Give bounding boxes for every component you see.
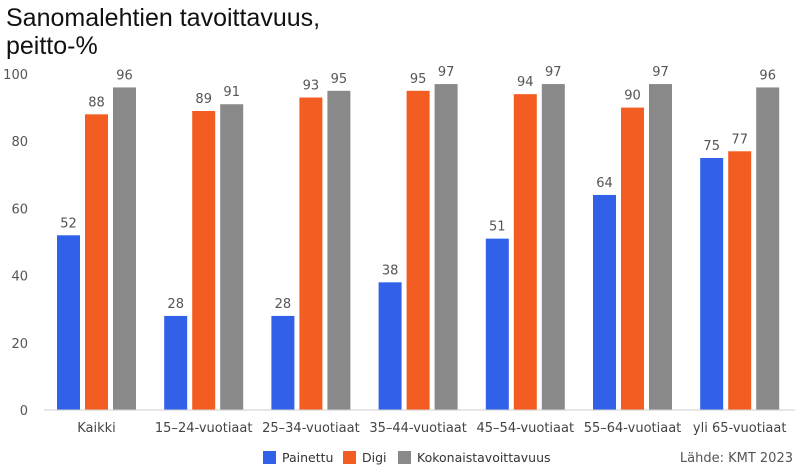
value-label: 38 xyxy=(382,263,399,278)
value-labels: 52 88 96 28 89 91 28 93 95 38 95 97 51 94 97 64 90 97 75 77… xyxy=(60,65,776,312)
y-tick-label: 60 xyxy=(11,202,28,217)
bar-digi-0 xyxy=(85,114,108,410)
bar-painettu-2 xyxy=(271,315,295,410)
y-tick-label: 80 xyxy=(11,135,28,150)
value-label: 96 xyxy=(759,68,776,83)
bar-digi-5 xyxy=(621,107,644,410)
value-label: 95 xyxy=(331,72,348,87)
bar-digi-1 xyxy=(192,110,216,411)
value-label: 97 xyxy=(652,65,669,80)
y-tick-label: 100 xyxy=(3,68,28,83)
legend-label: Digi xyxy=(362,450,387,465)
bar-painettu-6 xyxy=(700,158,724,410)
legend-swatch-kokonaistavoittavuus xyxy=(398,451,411,464)
value-label: 96 xyxy=(116,68,133,83)
legend-swatch-digi xyxy=(343,451,356,464)
chart-title-line-2: peitto-% xyxy=(6,32,98,60)
value-label: 64 xyxy=(596,176,613,191)
legend-label: Kokonaistavoittavuus xyxy=(417,450,551,465)
legend-swatch-painettu xyxy=(263,451,276,464)
bar-kokonaistavoittavuus-4 xyxy=(541,84,565,410)
bar-painettu-0 xyxy=(57,235,80,410)
value-label: 51 xyxy=(489,220,506,235)
legend: Painettu Digi Kokonaistavoittavuus xyxy=(263,450,551,465)
value-label: 90 xyxy=(624,89,641,104)
category-label: 15–24-vuotiaat xyxy=(155,421,253,436)
legend-label: Painettu xyxy=(282,450,333,465)
bar-kokonaistavoittavuus-6 xyxy=(756,87,780,410)
value-label: 88 xyxy=(88,95,105,110)
value-label: 75 xyxy=(703,139,720,154)
bar-digi-4 xyxy=(513,94,537,410)
bar-painettu-3 xyxy=(378,282,402,410)
value-label: 97 xyxy=(438,65,455,80)
bar-digi-3 xyxy=(406,90,430,411)
category-label: 55–64-vuotiaat xyxy=(584,421,682,436)
bar-kokonaistavoittavuus-2 xyxy=(327,90,351,411)
value-label: 95 xyxy=(410,72,427,87)
category-label: 35–44-vuotiaat xyxy=(369,421,467,436)
value-label: 89 xyxy=(195,92,212,107)
value-label: 93 xyxy=(303,79,320,94)
value-label: 77 xyxy=(731,132,748,147)
x-axis: Kaikki 15–24-vuotiaat 25–34-vuotiaat 35–44-… xyxy=(77,421,786,436)
y-axis: 0 20 40 60 80 100 xyxy=(3,68,28,419)
value-label: 94 xyxy=(517,75,534,90)
value-label: 91 xyxy=(223,85,240,100)
bar-digi-6 xyxy=(728,151,752,410)
source-note: Lähde: KMT 2023 xyxy=(680,451,793,466)
bar-painettu-1 xyxy=(164,315,188,410)
bar-kokonaistavoittavuus-3 xyxy=(434,84,458,410)
value-label: 97 xyxy=(545,65,562,80)
y-tick-label: 40 xyxy=(11,270,28,285)
category-label: Kaikki xyxy=(77,421,116,436)
bars xyxy=(57,84,780,411)
y-tick-label: 0 xyxy=(20,404,28,419)
value-label: 52 xyxy=(60,216,77,231)
category-label: 25–34-vuotiaat xyxy=(262,421,360,436)
bar-kokonaistavoittavuus-5 xyxy=(649,84,672,410)
category-label: 45–54-vuotiaat xyxy=(477,421,575,436)
value-label: 28 xyxy=(167,297,184,312)
bar-kokonaistavoittavuus-1 xyxy=(220,104,244,411)
bar-digi-2 xyxy=(299,97,323,411)
bar-painettu-4 xyxy=(485,238,509,410)
bar-painettu-5 xyxy=(593,194,616,410)
bar-kokonaistavoittavuus-0 xyxy=(113,87,136,410)
chart-title-line-1: Sanomalehtien tavoittavuus, xyxy=(6,4,320,32)
value-label: 28 xyxy=(275,297,292,312)
category-label: yli 65-vuotiaat xyxy=(693,421,787,436)
y-tick-label: 20 xyxy=(11,337,28,352)
